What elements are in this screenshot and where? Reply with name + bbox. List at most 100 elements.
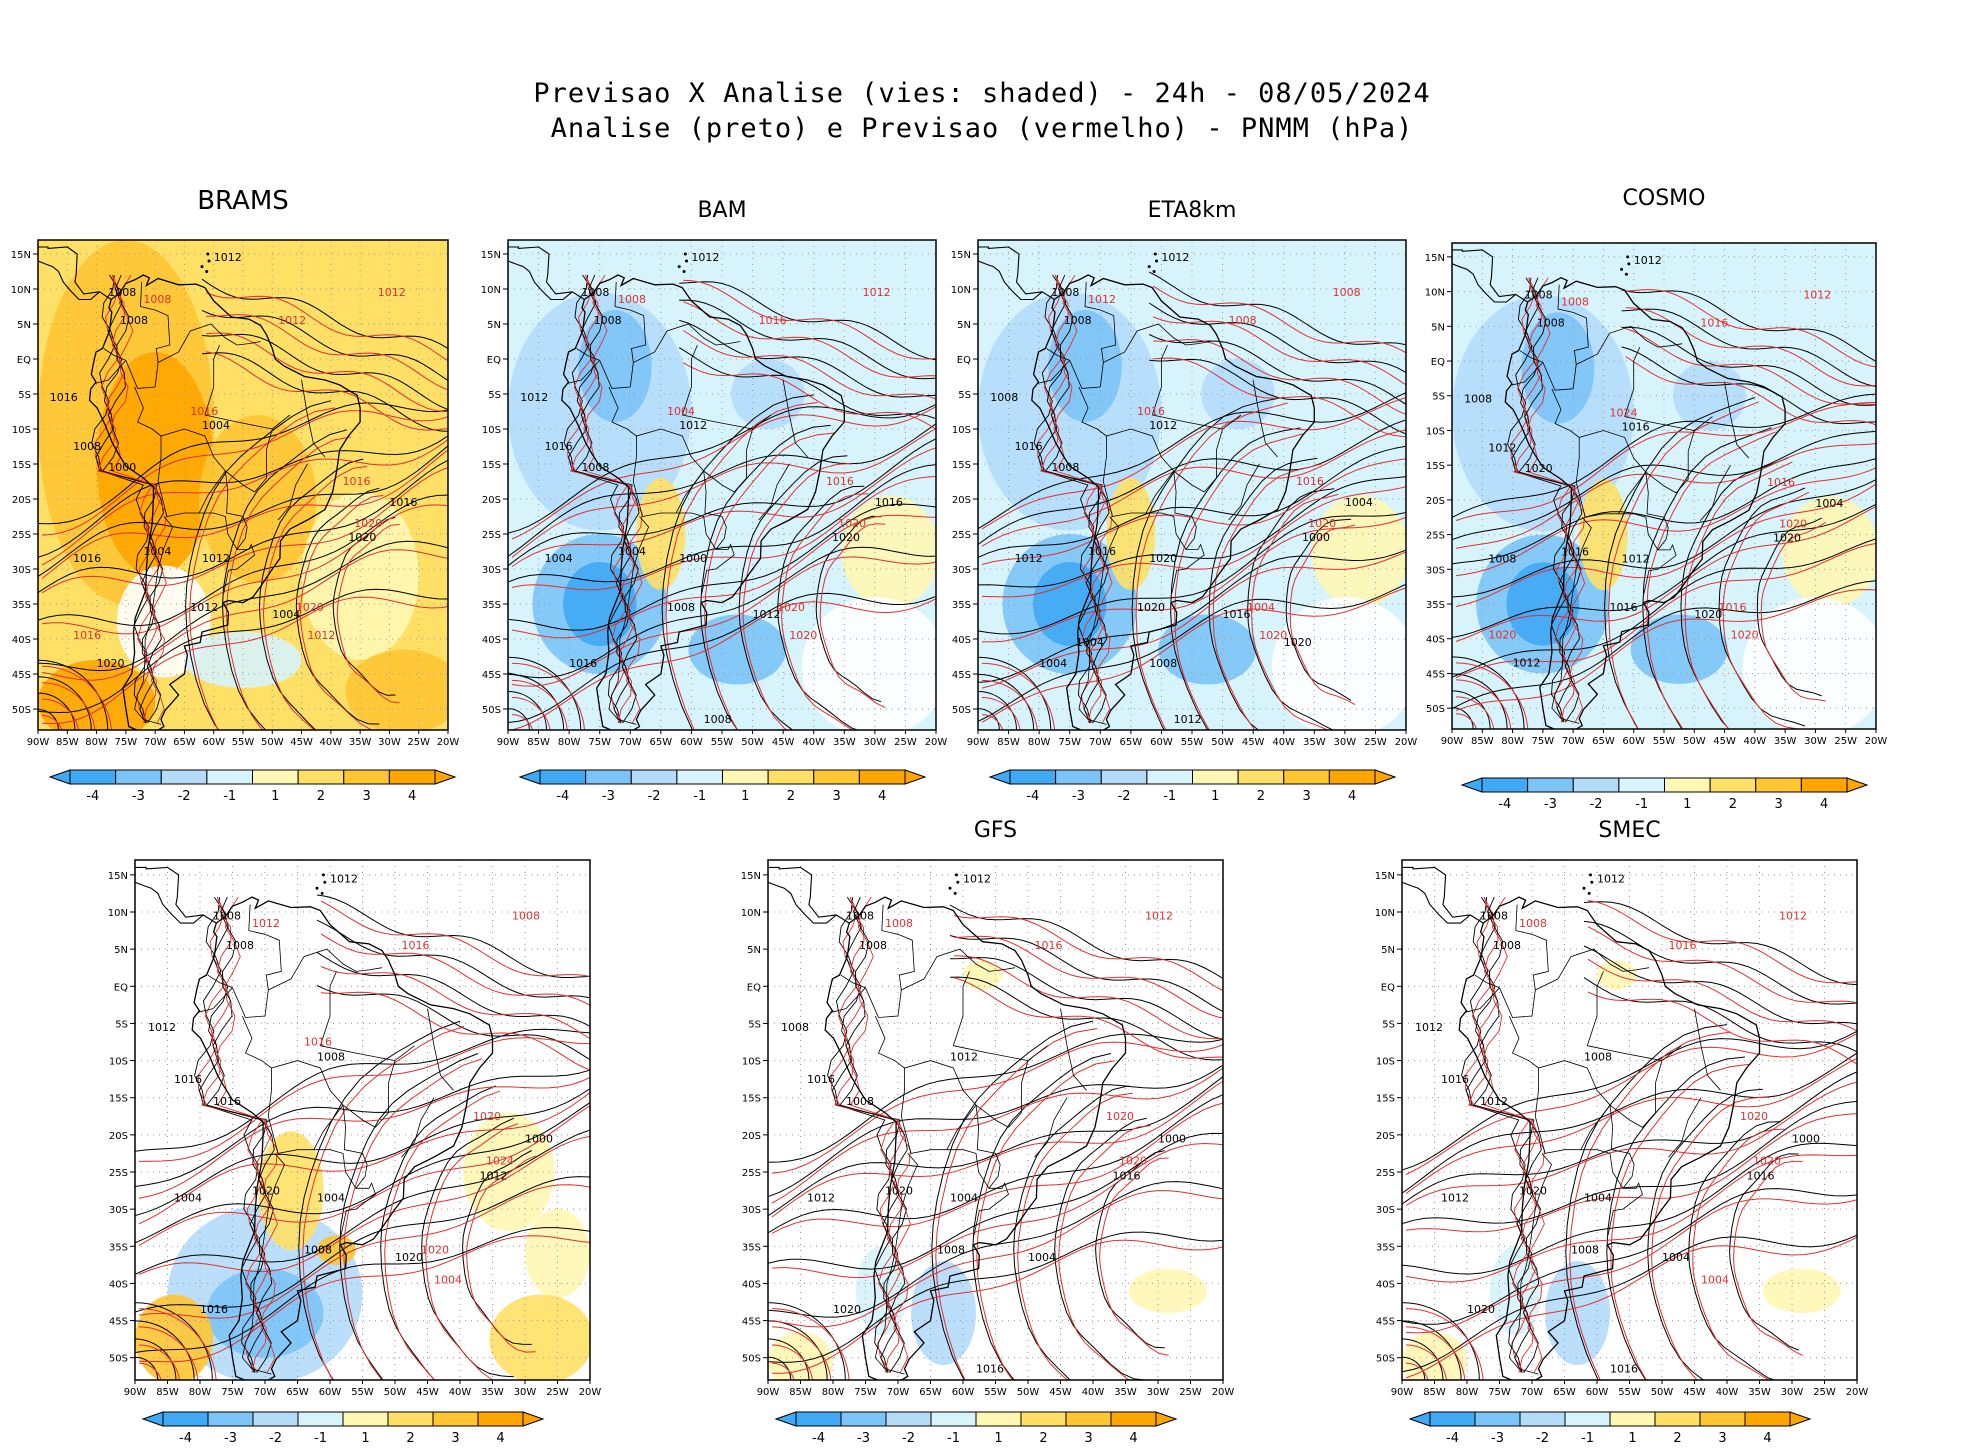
isobar-analysis [317,895,590,978]
isobar-label-analysis: 1004 [545,552,573,565]
x-tick-label: 90W [1441,736,1464,747]
colorbar-segment [1066,1412,1111,1426]
x-tick-label: 30W [864,737,887,748]
x-tick-label: 40W [320,737,343,748]
x-tick-label: 40W [1744,736,1767,747]
colorbar-label: 1 [1211,789,1219,804]
isobar-label-analysis: 1012 [1634,254,1662,267]
colorbar-label: -2 [1536,1431,1549,1446]
colorbar-label: -3 [224,1431,237,1446]
x-tick-label: 25W [894,737,917,748]
y-tick-label: 10N [1375,908,1395,919]
x-tick-label: 90W [497,737,520,748]
isobar-label-analysis: 1020 [395,1251,423,1264]
colorbar-label: -2 [178,789,191,804]
y-tick-label: 25S [1376,1168,1395,1179]
colorbar-label: -1 [1163,789,1176,804]
panel-title-brams: BRAMS [38,186,448,216]
colorbar-segment [1284,770,1330,784]
isobar-label-forecast: 1020 [1740,1110,1768,1123]
island [1154,253,1157,256]
x-tick-label: 85W [789,1387,812,1398]
y-tick-label: 20S [109,1131,128,1142]
bias-shading-3 [963,960,1002,990]
country-border [320,971,336,1045]
y-tick-label: 20S [482,495,501,506]
colorbar-segment [298,1412,343,1426]
country-border [1695,1009,1721,1091]
colorbar-segment [586,770,632,784]
x-tick-label: 55W [1618,1387,1641,1398]
x-tick-label: 60W [952,1387,975,1398]
colorbar-segment [1147,770,1193,784]
y-tick-label: 30S [482,565,501,576]
colorbar-label: 3 [1718,1431,1726,1446]
x-tick-label: 65W [650,737,673,748]
isobar-label-forecast: 1016 [759,314,787,327]
isobar-label-analysis: 1012 [950,1051,978,1064]
x-tick-label: 75W [1532,736,1555,747]
x-tick-label: 90W [967,737,990,748]
island [954,892,957,895]
isobar-label-forecast: 1016 [1700,316,1728,329]
colorbar-label: 4 [1129,1431,1137,1446]
isobar-label-analysis: 1000 [108,461,136,474]
y-tick-label: 50S [109,1354,128,1365]
isobar-label-analysis: 1016 [1113,1169,1141,1182]
isobar-forecast [772,1079,1227,1217]
y-tick-label: 5S [748,1019,761,1030]
isobar-label-analysis: 1008 [1149,657,1177,670]
x-tick-label: 65W [1592,736,1615,747]
isobar-label-analysis: 1004 [143,545,171,558]
y-tick-label: 15N [481,250,501,261]
isobar-label-analysis: 1020 [1467,1303,1495,1316]
x-tick-label: 45W [1713,736,1736,747]
colorbar-segment [1710,778,1756,792]
colorbar-label: -3 [1544,797,1557,812]
y-tick-label: 15N [108,871,128,882]
y-tick-label: 25S [482,530,501,541]
x-tick-label: 75W [854,1387,877,1398]
isobar-analysis [1584,978,1857,1052]
colorbar-segment [540,770,586,784]
x-tick-label: 85W [1423,1387,1446,1398]
colorbar-segment [1101,770,1147,784]
bias-shading-2 [1129,1269,1207,1314]
isobar-label-analysis: 1020 [348,531,376,544]
x-tick-label: 50W [261,737,284,748]
country-border [1500,988,1533,1018]
isobar-label-analysis: 1012 [214,251,242,264]
isobar-label-analysis: 1008 [317,1051,345,1064]
isobar-label-analysis: 1016 [1610,1363,1638,1376]
colorbar-segment [161,770,207,784]
x-tick-label: 50W [1211,737,1234,748]
colorbar-right-arrow [1790,1412,1810,1426]
colorbar-label: 3 [362,789,370,804]
x-tick-label: 55W [1181,737,1204,748]
colorbar-right-arrow [905,770,925,784]
panel-title-smec: SMEC [1402,818,1857,843]
bias-shading-0 [1545,1261,1610,1365]
colorbar-label: 1 [1628,1431,1636,1446]
island [683,270,686,273]
isobar-label-analysis: 1012 [1174,713,1202,726]
colorbar-label: -2 [269,1431,282,1446]
colorbar-label: 4 [878,789,886,804]
colorbar-label: -1 [947,1431,960,1446]
x-tick-label: 70W [887,1387,910,1398]
isobar-label-analysis: 1016 [569,657,597,670]
isobar-label-analysis: 1012 [202,552,230,565]
colorbar-segment [631,770,677,784]
colorbar-label: 3 [1774,797,1782,812]
x-tick-label: 75W [588,737,611,748]
isobar-label-analysis: 1016 [1561,545,1589,558]
x-tick-label: 45W [1049,1387,1072,1398]
y-tick-label: 15N [11,250,31,261]
y-tick-label: 50S [12,705,31,716]
isobar-label-analysis: 1008 [846,909,874,922]
isobar-label-forecast: 1012 [307,629,335,642]
y-tick-label: 15S [1376,1094,1395,1105]
y-tick-label: 10S [1376,1057,1395,1068]
y-tick-label: 25S [952,530,971,541]
